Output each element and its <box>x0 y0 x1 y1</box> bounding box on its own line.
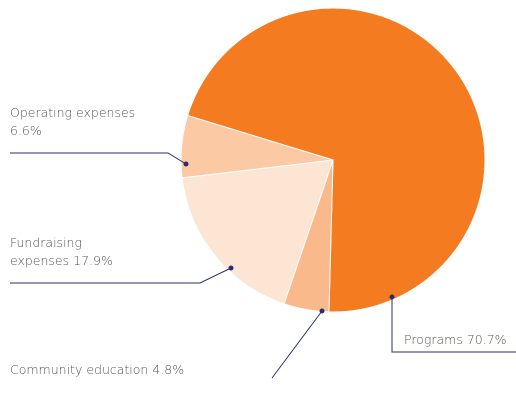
leader-dot <box>183 161 189 167</box>
leader-dot <box>228 265 234 271</box>
slice-label: Operating expenses 6.6% <box>10 104 140 140</box>
category-label: Operating expenses <box>10 105 136 120</box>
slice-label: Fundraising expenses 17.9% <box>10 234 140 270</box>
leader-line <box>10 152 187 165</box>
leader-dots <box>183 161 395 314</box>
leader-dot <box>389 294 395 300</box>
pie-slice <box>187 7 486 313</box>
category-label: Community education <box>10 362 149 377</box>
value-label: 70.7% <box>466 332 507 347</box>
category-label: Fundraising expenses <box>10 235 82 268</box>
value-label: 4.8% <box>152 362 185 377</box>
leader-line <box>391 297 516 353</box>
leader-dot <box>319 308 325 314</box>
leader-line <box>10 267 232 284</box>
slice-label: Community education 4.8% <box>10 361 260 379</box>
slice-label: Programs 70.7% <box>404 331 514 349</box>
category-label: Programs <box>404 332 463 347</box>
pie-slice <box>181 159 334 305</box>
leader-line <box>271 310 323 379</box>
pie-slice <box>180 114 334 179</box>
leader-lines <box>10 152 516 379</box>
value-label: 6.6% <box>10 123 42 138</box>
value-label: 17.9% <box>73 253 113 268</box>
slices <box>180 7 486 313</box>
